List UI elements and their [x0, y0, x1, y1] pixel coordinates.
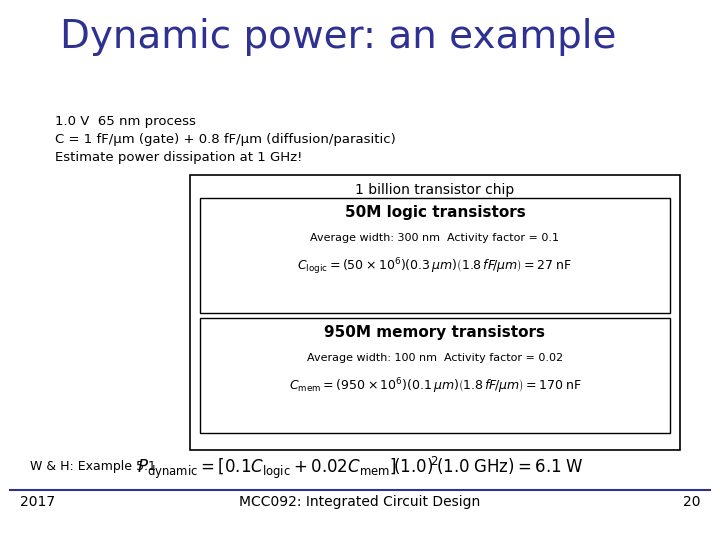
Text: 1.0 V  65 nm process: 1.0 V 65 nm process [55, 115, 196, 128]
Text: 20: 20 [683, 495, 700, 509]
Text: Average width: 100 nm  Activity factor = 0.02: Average width: 100 nm Activity factor = … [307, 353, 563, 363]
Text: $C_{\mathrm{mem}} = \left(950\times10^6\right)\left(0.1\,\mu m\right)\left(1.8\,: $C_{\mathrm{mem}} = \left(950\times10^6\… [289, 376, 582, 396]
Text: 1 billion transistor chip: 1 billion transistor chip [356, 183, 515, 197]
Text: W & H: Example 5.1: W & H: Example 5.1 [30, 460, 156, 473]
Text: $C_{\mathrm{logic}} = \left(50\times10^6\right)\left(0.3\,\mu m\right)\left(1.8\: $C_{\mathrm{logic}} = \left(50\times10^6… [297, 256, 572, 276]
Text: 50M logic transistors: 50M logic transistors [345, 205, 526, 220]
Text: MCC092: Integrated Circuit Design: MCC092: Integrated Circuit Design [239, 495, 481, 509]
Text: C = 1 fF/μm (gate) + 0.8 fF/μm (diffusion/parasitic): C = 1 fF/μm (gate) + 0.8 fF/μm (diffusio… [55, 133, 396, 146]
Bar [200, 198, 670, 313]
Text: 950M memory transistors: 950M memory transistors [325, 325, 546, 340]
Text: Estimate power dissipation at 1 GHz!: Estimate power dissipation at 1 GHz! [55, 151, 302, 164]
Bar [190, 175, 680, 450]
Bar [200, 318, 670, 433]
Text: $P_{\mathrm{dynamic}} = \left[0.1C_{\mathrm{logic}} + 0.02C_{\mathrm{mem}}\right: $P_{\mathrm{dynamic}} = \left[0.1C_{\mat… [137, 455, 583, 481]
Text: Average width: 300 nm  Activity factor = 0.1: Average width: 300 nm Activity factor = … [310, 233, 559, 243]
Text: 2017: 2017 [20, 495, 55, 509]
Text: Dynamic power: an example: Dynamic power: an example [60, 18, 616, 56]
